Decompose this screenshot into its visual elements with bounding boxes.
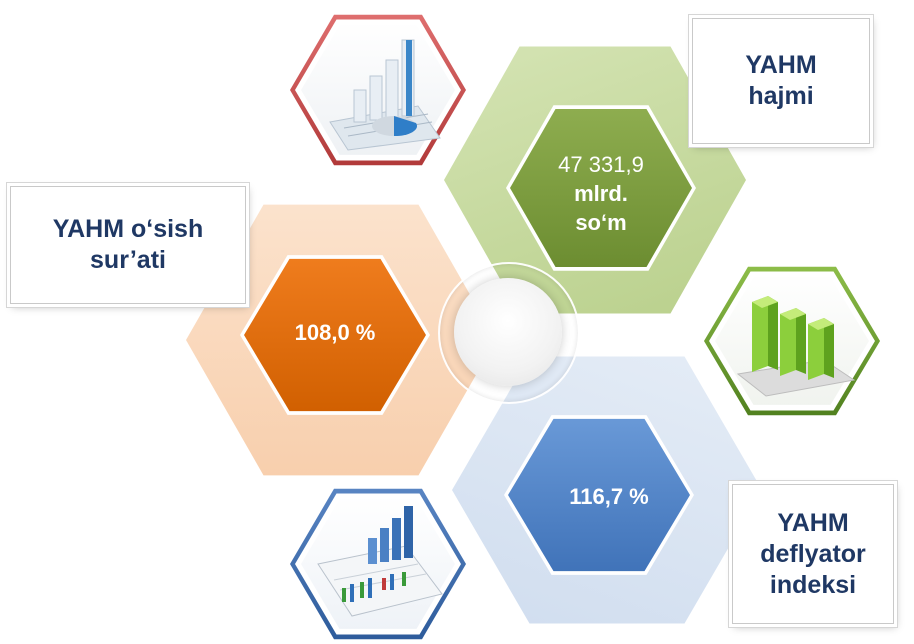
volume-value-number: 47 331,9 xyxy=(558,151,644,177)
volume-value-unit-2: so‘m xyxy=(575,209,627,235)
volume-title-line2: hajmi xyxy=(748,82,814,110)
green-bar-chart-icon xyxy=(704,262,880,420)
deflator-value: 116,7 % xyxy=(528,472,690,522)
volume-title-line1: YAHM xyxy=(745,51,817,79)
center-ring xyxy=(438,262,580,404)
deflator-title-line1: YAHM xyxy=(777,508,849,537)
growth-value: 108,0 % xyxy=(254,308,416,358)
report-chart-icon xyxy=(290,484,466,644)
deflator-title-line2: deflyator xyxy=(760,539,866,568)
volume-title-box: YAHM hajmi xyxy=(692,18,870,144)
deflator-title-box: YAHM deflyator indeksi xyxy=(732,484,894,624)
deflator-title-line3: indeksi xyxy=(769,570,857,599)
growth-value-text: 108,0 % xyxy=(294,320,376,345)
deflator-value-text: 116,7 % xyxy=(569,484,649,509)
growth-value-hex xyxy=(244,258,426,412)
volume-value: 47 331,9 mlrd. so‘m xyxy=(520,140,682,246)
center-circle xyxy=(454,278,562,386)
bar-pie-chart-icon xyxy=(290,10,466,170)
volume-value-unit-1: mlrd. xyxy=(574,180,628,206)
growth-title-box: YAHM o‘sish sur’ati xyxy=(10,186,246,304)
growth-title-line1: YAHM o‘sish xyxy=(52,215,204,243)
growth-title-line2: sur’ati xyxy=(90,246,166,274)
